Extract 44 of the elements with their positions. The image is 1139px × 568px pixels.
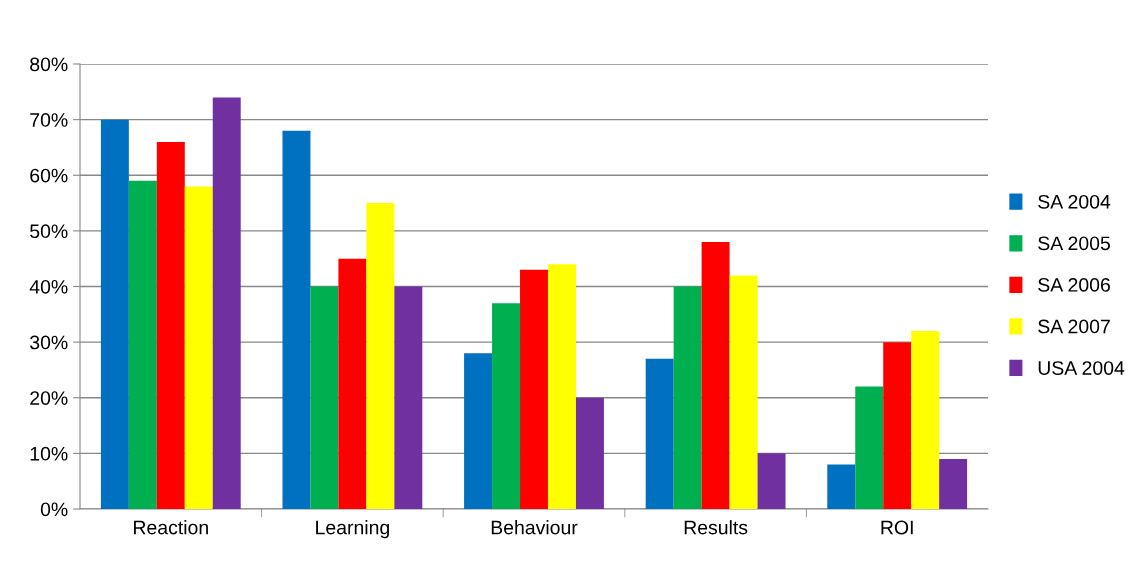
bar xyxy=(492,303,521,509)
bar xyxy=(757,453,786,509)
y-tick-label: 20% xyxy=(30,391,68,405)
legend-label: SA 2005 xyxy=(1038,236,1110,251)
bar xyxy=(911,331,940,509)
legend-label: SA 2007 xyxy=(1038,319,1110,334)
bar xyxy=(338,258,367,509)
bar xyxy=(394,286,423,509)
bar xyxy=(855,386,884,509)
bar xyxy=(100,119,129,509)
x-tick-label: Learning xyxy=(316,520,389,539)
bar xyxy=(701,242,730,509)
y-tick-label: 10% xyxy=(30,446,68,461)
bar xyxy=(212,97,241,509)
bar xyxy=(673,286,702,509)
x-tick-label: Behaviour xyxy=(491,520,578,535)
bar xyxy=(184,186,213,509)
bar xyxy=(729,275,758,509)
bar xyxy=(366,203,395,509)
y-tick-label: 70% xyxy=(30,113,68,127)
y-tick-label: 60% xyxy=(30,168,68,183)
y-tick-label: 50% xyxy=(30,224,68,239)
legend-label: USA 2004 xyxy=(1038,361,1125,375)
y-tick-label: 0% xyxy=(40,502,68,517)
bar xyxy=(827,464,856,509)
x-tick-label: Reaction xyxy=(134,520,208,535)
bar xyxy=(520,269,548,509)
bar xyxy=(939,458,968,509)
bar xyxy=(310,286,339,509)
bar xyxy=(645,358,674,509)
bar xyxy=(547,264,576,509)
bar xyxy=(883,342,912,509)
y-tick-label: 40% xyxy=(29,279,68,294)
bar xyxy=(156,141,185,509)
y-tick-label: 30% xyxy=(30,335,68,350)
bar xyxy=(282,130,311,509)
y-tick-label: 80% xyxy=(30,57,68,72)
legend-label: SA 2006 xyxy=(1038,278,1110,292)
x-tick-label: ROI xyxy=(881,520,913,535)
bar xyxy=(575,397,604,509)
x-tick-label: Results xyxy=(684,520,748,535)
legend-label: SA 2004 xyxy=(1038,194,1111,209)
bar xyxy=(464,353,493,509)
bar xyxy=(128,180,157,509)
